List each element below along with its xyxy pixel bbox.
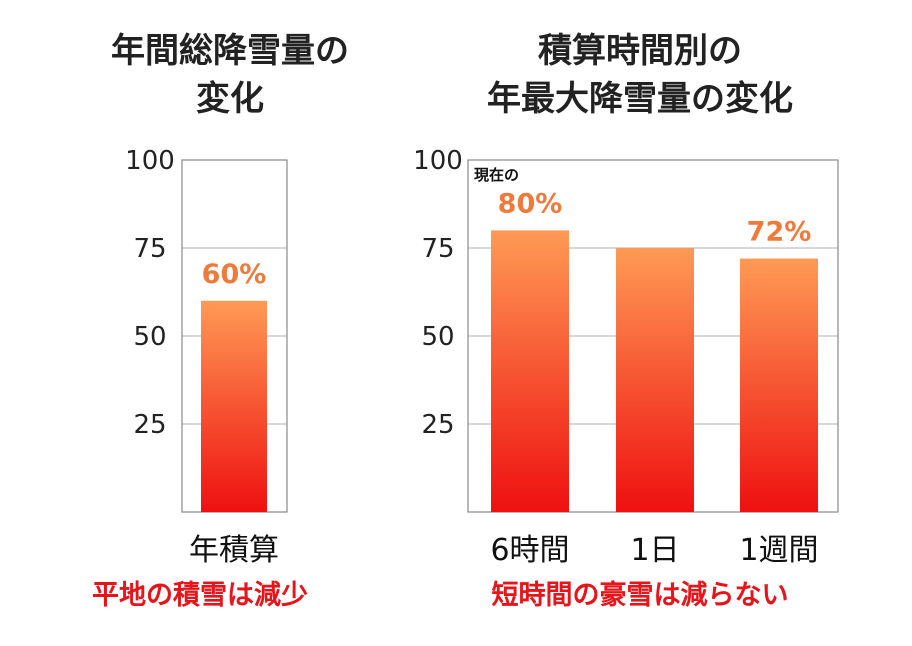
chart-right-ytick-25: 25 bbox=[421, 410, 454, 440]
chart-right-ytick-75: 75 bbox=[421, 234, 454, 264]
chart-left-ytick-50: 50 bbox=[133, 322, 166, 352]
chart-right-ytick-50: 50 bbox=[421, 322, 454, 352]
chart-left-title-line-2: 変化 bbox=[196, 79, 264, 119]
chart-right-data-label-0: 80% bbox=[498, 188, 563, 219]
chart-left: 年間総降雪量の 変化 25 50 75 100 60% 年積算 平地の積雪は減少 bbox=[92, 31, 349, 611]
chart-right-category-1: 1日 bbox=[630, 533, 679, 568]
chart-left-bar-0 bbox=[201, 300, 267, 512]
chart-right-title-line-1: 積算時間別の bbox=[538, 31, 742, 71]
chart-left-title-line-1: 年間総降雪量の bbox=[111, 31, 349, 71]
chart-left-ytick-100: 100 bbox=[125, 146, 175, 176]
chart-right-ytick-100: 100 bbox=[413, 146, 463, 176]
chart-right-category-2: 1週間 bbox=[739, 533, 818, 568]
chart-right-bar-2 bbox=[740, 258, 818, 512]
chart-right-caption: 短時間の豪雪は減らない bbox=[492, 579, 789, 611]
chart-right-data-label-2: 72% bbox=[747, 217, 812, 248]
chart-right-bar-1 bbox=[616, 248, 694, 512]
chart-left-ytick-75: 75 bbox=[133, 234, 166, 264]
chart-right-category-0: 6時間 bbox=[490, 533, 569, 568]
chart-right-annotation: 現在の bbox=[474, 166, 519, 184]
chart-right: 積算時間別の 年最大降雪量の変化 25 50 75 100 80% 72% 現在の 6時… bbox=[413, 31, 839, 611]
chart-right-bar-0 bbox=[491, 230, 569, 512]
chart-left-ytick-25: 25 bbox=[133, 410, 166, 440]
chart-left-caption: 平地の積雪は減少 bbox=[92, 580, 308, 611]
chart-left-category-0: 年積算 bbox=[189, 533, 279, 568]
chart-left-data-label-0: 60% bbox=[202, 259, 267, 290]
chart-right-title-line-2: 年最大降雪量の変化 bbox=[487, 79, 793, 119]
